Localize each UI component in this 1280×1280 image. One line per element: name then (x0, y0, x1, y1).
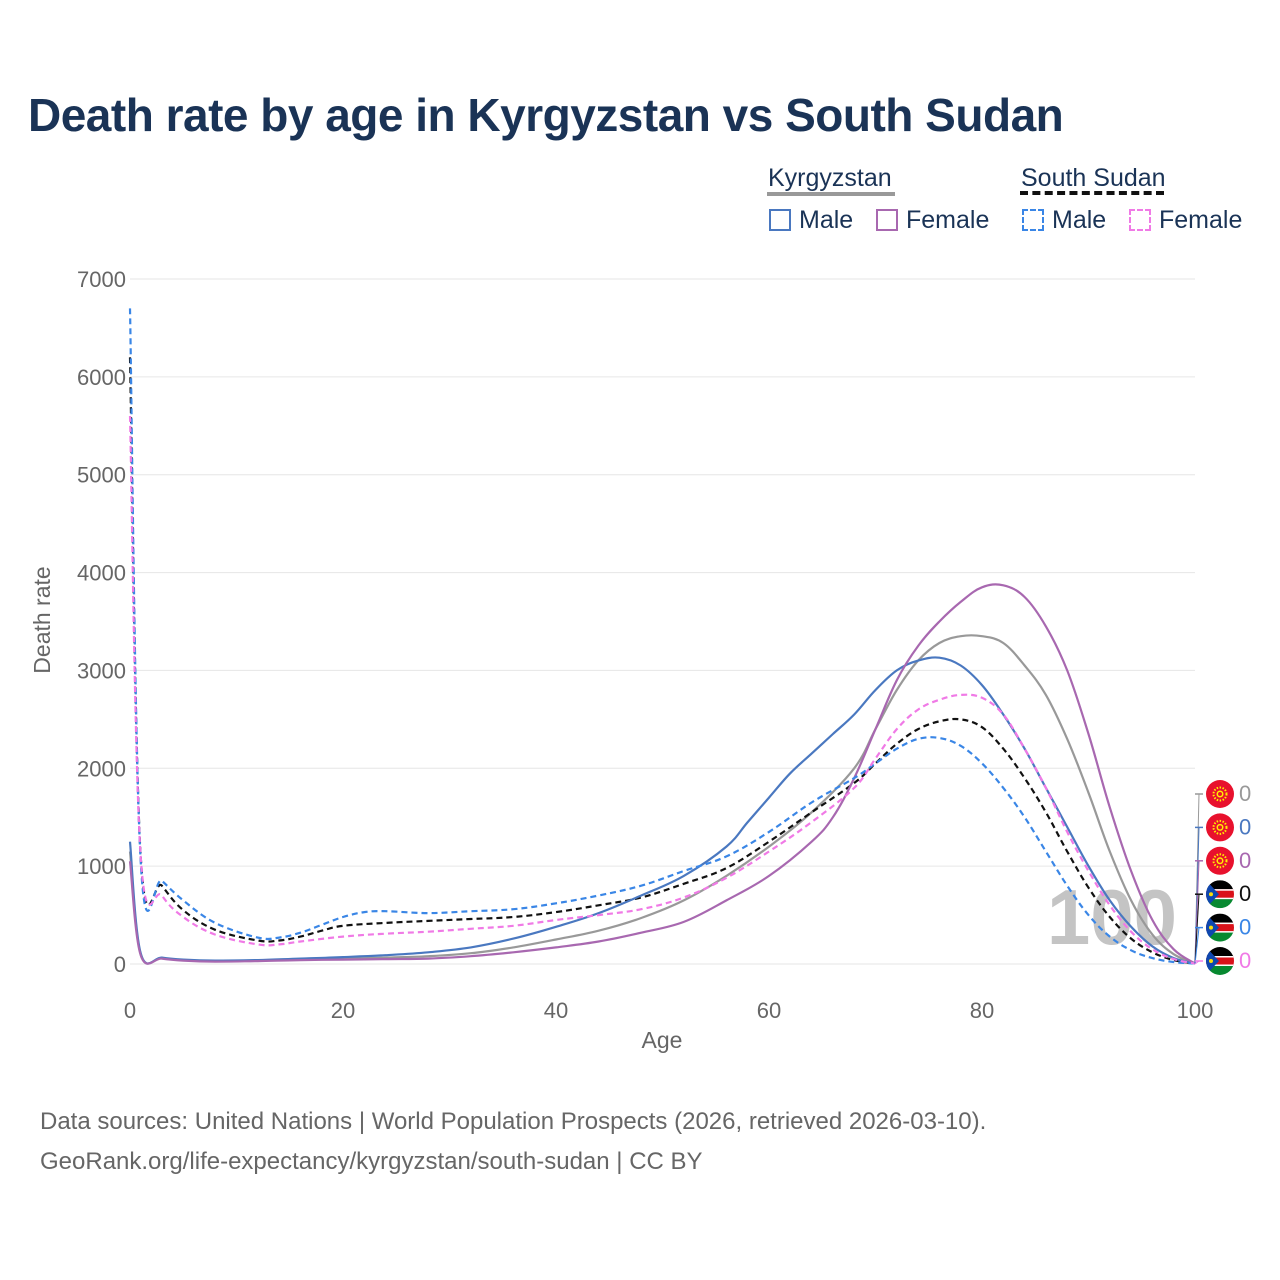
y-tick-label-3000: 3000 (77, 658, 126, 683)
legend-kg-male-label[interactable]: Male (799, 206, 854, 234)
x-axis-title: Age (642, 1027, 683, 1053)
end-connector-ss-total (1194, 894, 1200, 965)
y-tick-label-0: 0 (114, 952, 126, 977)
x-tick-label-20: 20 (331, 998, 355, 1023)
south-sudan-flag-icon (1206, 947, 1234, 975)
x-tick-label-80: 80 (970, 998, 994, 1023)
legend-south-sudan-title[interactable]: South Sudan (1021, 164, 1166, 192)
legend-kyrgyzstan-line (767, 192, 895, 196)
end-value-kg-total: 0 (1239, 781, 1251, 806)
chart-title: Death rate by age in Kyrgyzstan vs South… (28, 89, 1064, 141)
y-tick-label-2000: 2000 (77, 756, 126, 781)
footer-link[interactable]: GeoRank.org/life-expectancy/kyrgyzstan/s… (40, 1148, 703, 1175)
x-axis-ticks: 0 20 40 60 80 100 (124, 998, 1213, 1023)
legend-ss-female-swatch[interactable] (1129, 209, 1151, 231)
kyrgyzstan-flag-icon (1206, 780, 1234, 808)
series-line-kg-male[interactable] (128, 656, 1196, 965)
x-tick-label-40: 40 (544, 998, 568, 1023)
y-tick-label-5000: 5000 (77, 463, 126, 488)
legend-south-sudan-line (1020, 191, 1164, 195)
legend-kyrgyzstan-title[interactable]: Kyrgyzstan (768, 164, 892, 192)
legend-ss-female-label[interactable]: Female (1159, 206, 1243, 234)
y-axis-title: Death rate (29, 566, 55, 673)
watermark-year: 100 (1047, 873, 1177, 961)
legend-ss-male-swatch[interactable] (1022, 209, 1044, 231)
x-tick-label-0: 0 (124, 998, 136, 1023)
legend-kg-female-swatch[interactable] (876, 209, 898, 231)
end-markers: 0 0 0 0 0 0 (1194, 780, 1251, 975)
end-value-ss-male: 0 (1239, 915, 1251, 940)
y-tick-label-6000: 6000 (77, 365, 126, 390)
series-line-ss-total[interactable] (128, 357, 1196, 965)
y-axis-ticks: 0 1000 2000 3000 4000 5000 6000 7000 (77, 267, 126, 977)
series-line-kg-total[interactable] (128, 634, 1196, 965)
legend-ss-male-label[interactable]: Male (1052, 206, 1107, 234)
legend-kg-female-label[interactable]: Female (906, 206, 990, 234)
y-tick-label-4000: 4000 (77, 561, 126, 586)
end-value-ss-female: 0 (1239, 948, 1251, 973)
y-tick-label-1000: 1000 (77, 854, 126, 879)
footer-sources: Data sources: United Nations | World Pop… (40, 1108, 987, 1135)
south-sudan-flag-icon (1206, 913, 1234, 942)
end-value-kg-male: 0 (1239, 814, 1251, 839)
x-tick-label-60: 60 (757, 998, 781, 1023)
grid-lines (130, 278, 1195, 965)
x-tick-label-100: 100 (1177, 998, 1214, 1023)
series-line-ss-male[interactable] (128, 308, 1196, 965)
series-line-kg-female[interactable] (128, 583, 1196, 965)
legend-kg-male-swatch[interactable] (769, 209, 791, 231)
south-sudan-flag-icon (1206, 880, 1234, 909)
kyrgyzstan-flag-icon (1206, 846, 1234, 875)
kyrgyzstan-flag-icon (1206, 813, 1234, 842)
series-line-ss-female[interactable] (128, 415, 1196, 965)
series-lines (128, 308, 1196, 965)
end-value-ss-total: 0 (1239, 881, 1251, 906)
end-connector-ss-male (1194, 927, 1200, 965)
end-value-kg-female: 0 (1239, 848, 1251, 873)
y-tick-label-7000: 7000 (77, 267, 126, 292)
